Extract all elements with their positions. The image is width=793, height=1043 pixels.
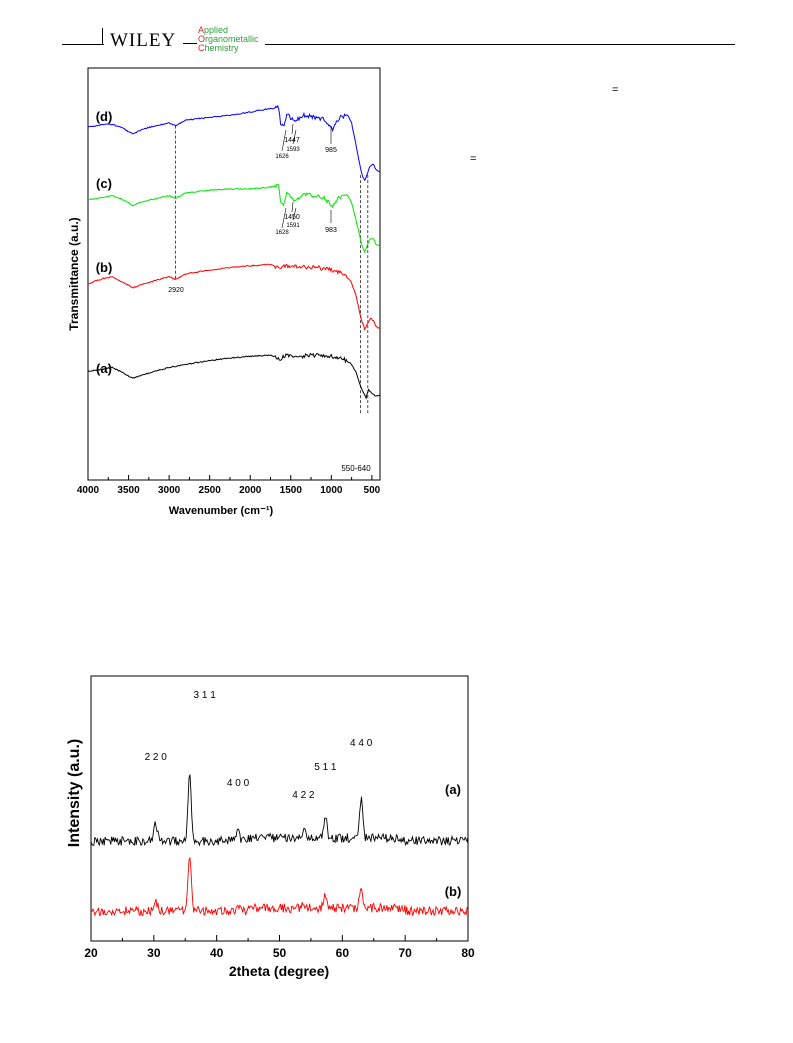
ftir-series-line-b (87, 263, 381, 331)
xrd-plot-frame (90, 675, 469, 942)
xrd-peak-label: 5 1 1 (314, 762, 337, 773)
ftir-annotation-leader (281, 129, 287, 152)
ftir-x-tick-label: 2500 (199, 485, 222, 496)
ftir-peak-annotation: 1628 (275, 230, 289, 236)
xrd-peak-label: 4 4 0 (350, 738, 373, 749)
ftir-curve-label: (c) (96, 176, 112, 191)
ftir-series-line-c (87, 183, 381, 254)
xrd-x-tick-label: 70 (398, 946, 412, 960)
ftir-x-axis-label: Wavenumber (cm⁻¹) (169, 505, 274, 517)
xrd-curve-label: (b) (445, 884, 462, 899)
ftir-plot-frame (87, 67, 381, 481)
xrd-x-tick-label: 40 (210, 946, 224, 960)
ftir-annotation-leader (291, 201, 294, 213)
ftir-curve-label: (a) (96, 361, 112, 376)
ftir-peak-annotation: 1626 (275, 154, 289, 160)
ftir-peak-annotation: 1593 (286, 147, 300, 153)
ftir-peak-annotation: 985 (325, 147, 337, 154)
xrd-x-tick-label: 50 (273, 946, 287, 960)
ftir-annotation-leader (292, 129, 297, 145)
ftir-peak-annotation: 983 (325, 227, 337, 234)
ftir-x-tick-label: 2000 (239, 485, 262, 496)
xrd-peak-label: 2 2 0 (145, 752, 168, 763)
xrd-series-line-a (90, 774, 469, 847)
ftir-series-line-d (88, 104, 381, 181)
xrd-peak-label: 3 1 1 (194, 690, 217, 701)
xrd-series-line-b (90, 856, 469, 917)
ftir-peak-annotation: 2920 (168, 287, 184, 294)
header-rule-right (265, 44, 735, 45)
ftir-peak-annotation: 550-640 (341, 464, 371, 473)
ftir-annotation-leader (292, 207, 297, 221)
ftir-peak-annotation: 1450 (284, 214, 300, 221)
xrd-x-tick-label: 30 (147, 946, 161, 960)
ftir-x-tick-label: 3500 (117, 485, 140, 496)
ftir-peak-annotation: 1591 (286, 223, 300, 229)
header-tick (102, 28, 103, 44)
ftir-annotation-leader (281, 207, 287, 229)
xrd-x-axis-label: 2theta (degree) (229, 963, 329, 979)
ftir-x-tick-label: 4000 (77, 485, 100, 496)
equals-mark: = (470, 153, 477, 165)
journal-name: Applied Organometallic Chemistry (198, 25, 259, 53)
equals-mark: = (612, 84, 619, 96)
xrd-peak-label: 4 2 2 (292, 790, 315, 801)
ftir-curve-label: (b) (96, 260, 113, 275)
xrd-x-tick-label: 20 (84, 946, 98, 960)
ftir-x-tick-label: 3000 (158, 485, 181, 496)
xrd-figure: 20 30 40 50 60 70 80 2 2 0 3 1 1 4 0 0 4 2 2 5 1 1… (66, 675, 475, 979)
publisher-dash (183, 43, 197, 44)
ftir-curve-label: (d) (96, 109, 113, 124)
xrd-peak-label: 4 0 0 (227, 778, 250, 789)
ftir-x-tick-label: 1500 (280, 485, 303, 496)
ftir-x-tick-label: 1000 (320, 485, 343, 496)
ftir-x-tick-label: 500 (364, 485, 381, 496)
xrd-y-axis-label: Intensity (a.u.) (66, 739, 83, 847)
ftir-series-line-a (87, 352, 381, 400)
xrd-curve-label: (a) (445, 782, 461, 797)
ftir-annotation-leader (291, 123, 294, 135)
ftir-figure: 4000 3500 3000 2500 2000 1500 1000 500 2920 1626… (67, 67, 381, 517)
xrd-x-tick-label: 80 (461, 946, 475, 960)
header-rule-left (62, 44, 104, 45)
publisher-logo: WILEY (110, 30, 177, 51)
xrd-x-tick-label: 60 (336, 946, 350, 960)
ftir-peak-annotation: 1447 (284, 137, 300, 144)
ftir-y-axis-label: Transmittance (a.u.) (67, 217, 81, 330)
